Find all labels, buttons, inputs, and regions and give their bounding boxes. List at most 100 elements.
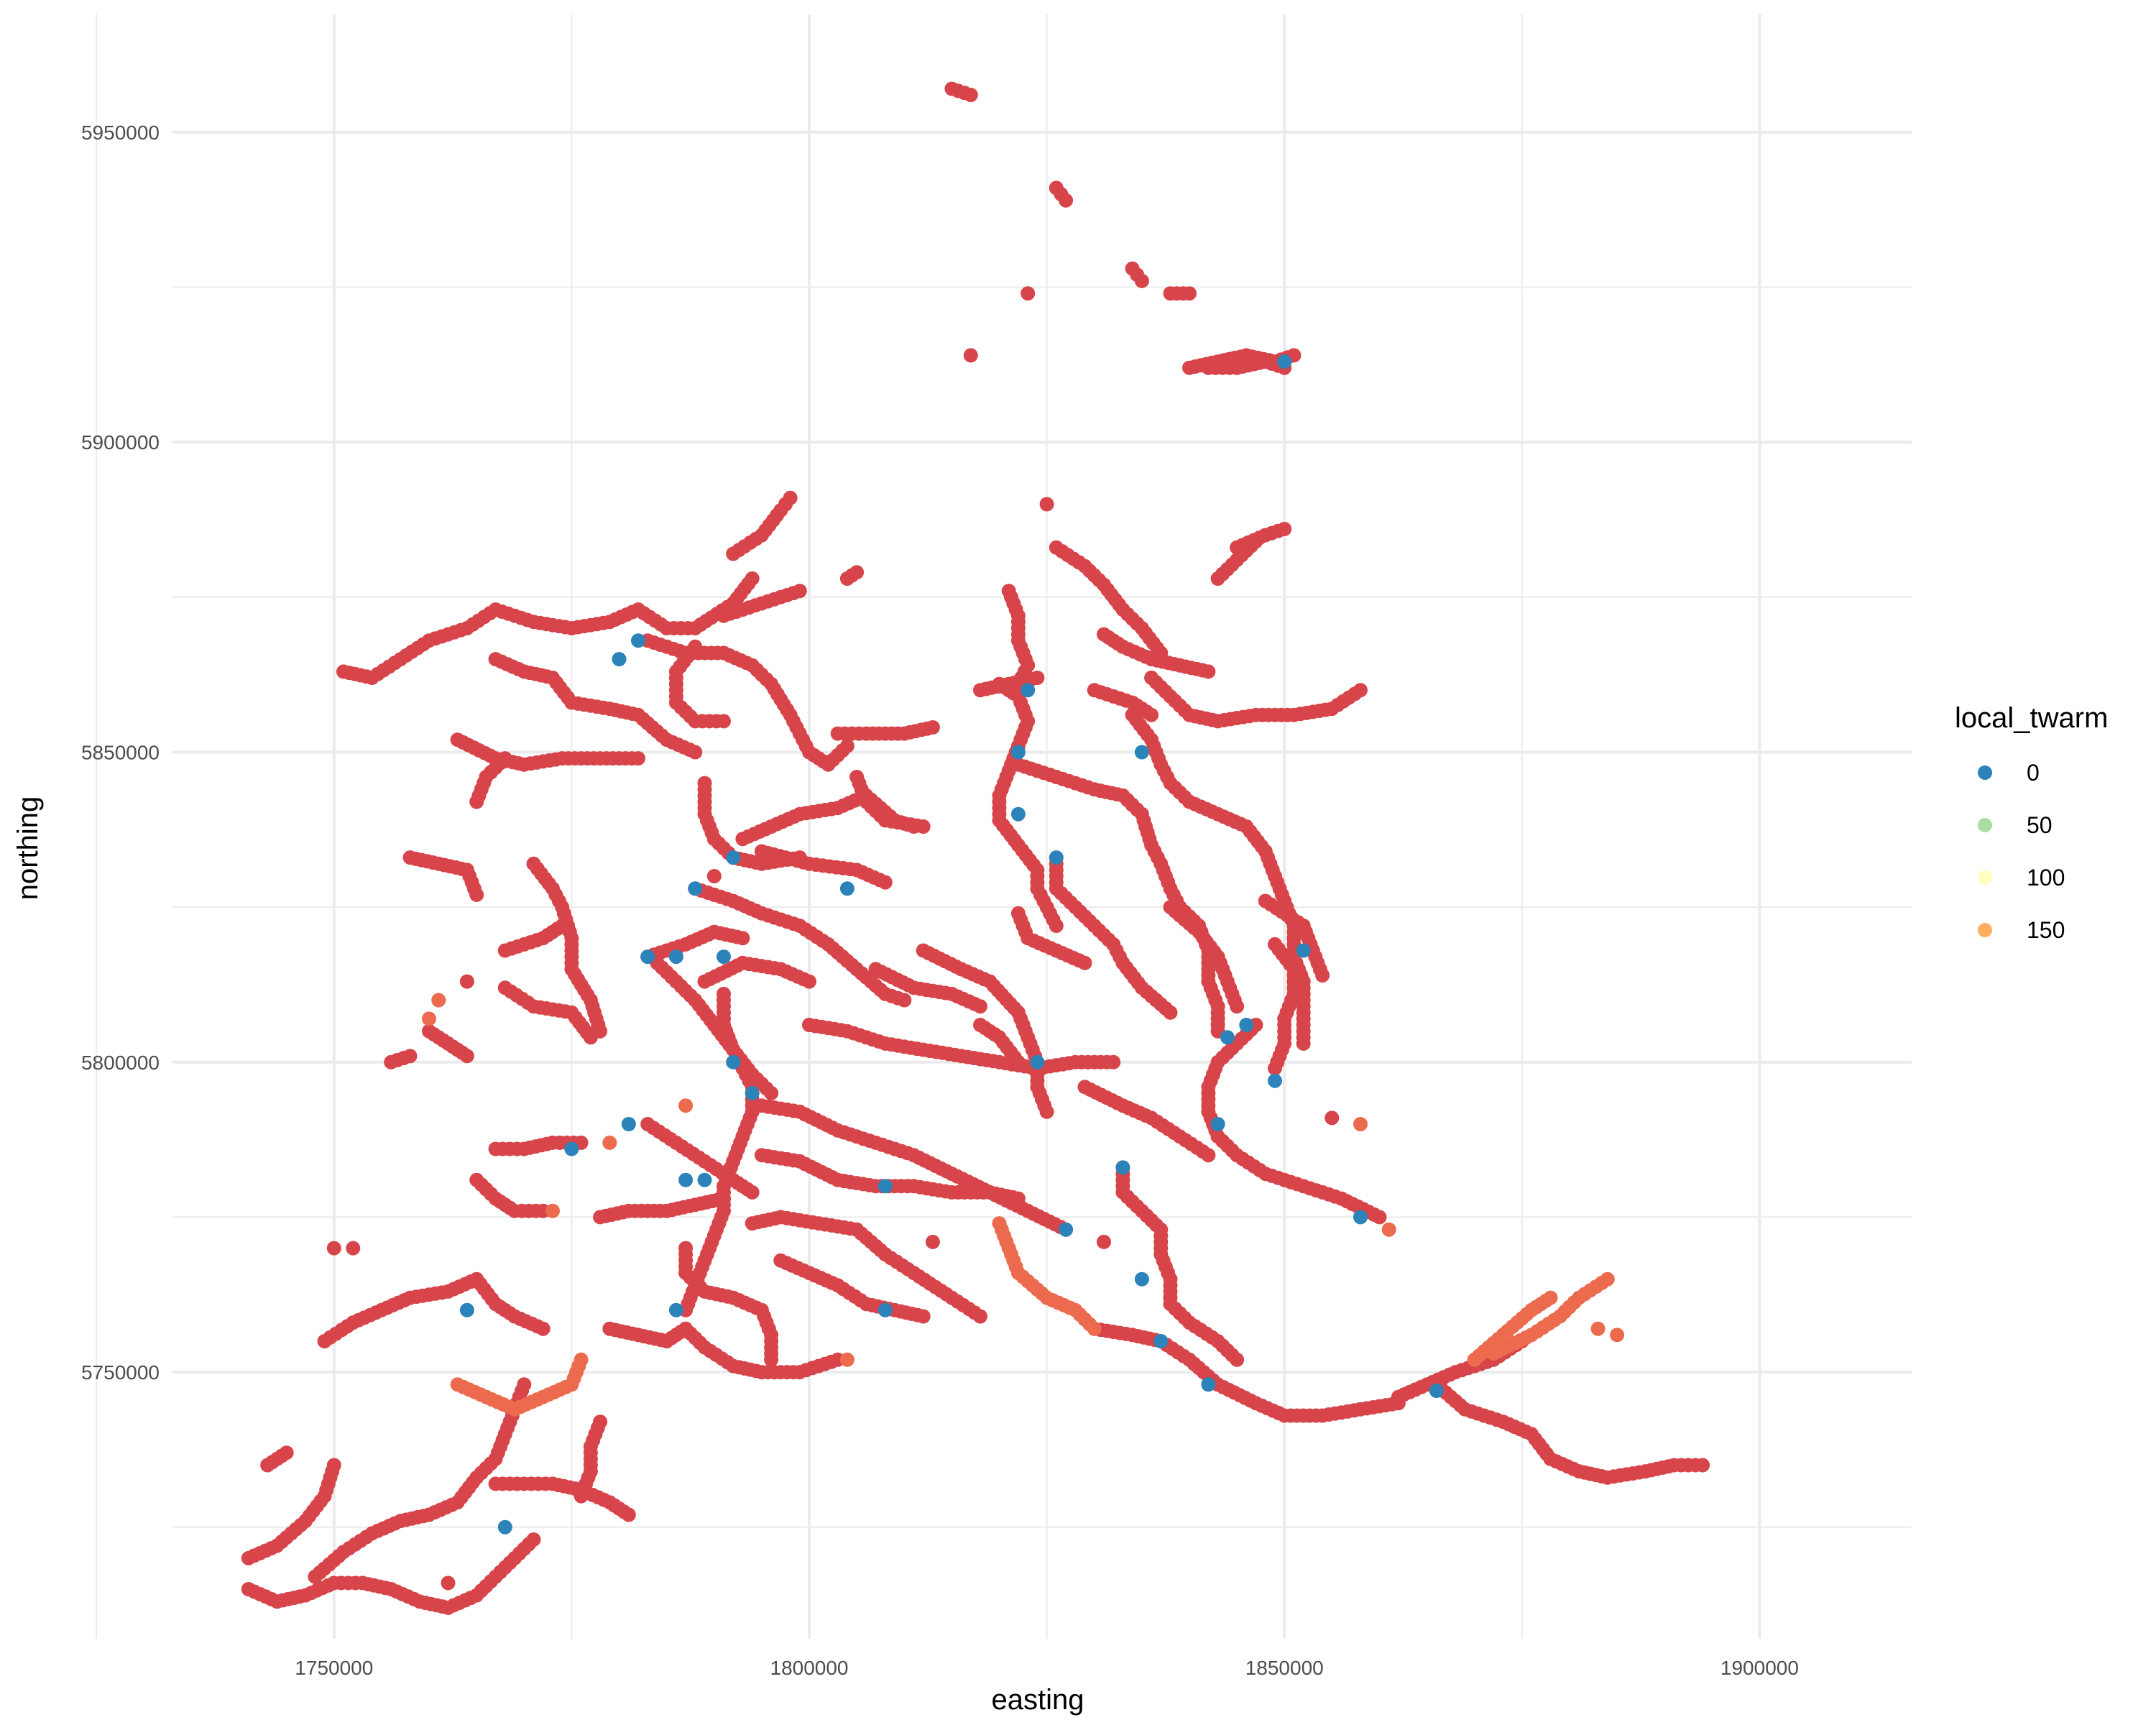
data-point (1010, 806, 1026, 822)
data-point (849, 565, 865, 580)
data-point (802, 974, 816, 989)
data-point (1248, 534, 1263, 549)
data-point (839, 1352, 854, 1367)
data-point (839, 881, 854, 896)
legend-title: local_twarm (1955, 702, 2108, 734)
data-point (1049, 919, 1064, 933)
data-point (1353, 1117, 1368, 1131)
data-point (1315, 968, 1330, 983)
data-point (1106, 1054, 1121, 1070)
data-point (346, 1241, 361, 1256)
data-point (1201, 1377, 1216, 1392)
data-point (621, 1507, 636, 1522)
data-point (621, 1117, 636, 1131)
data-point (422, 1011, 436, 1026)
data-point (897, 993, 912, 1008)
data-point (1268, 1061, 1282, 1076)
data-point (925, 1234, 940, 1249)
data-point (1268, 1073, 1282, 1088)
data-point (1296, 943, 1311, 958)
data-point (973, 1309, 987, 1324)
data-point (745, 1184, 760, 1200)
data-point (1097, 1234, 1111, 1249)
data-point (459, 974, 474, 989)
data-point (545, 1203, 560, 1218)
major-gridlines (172, 14, 1912, 1639)
data-point (925, 720, 940, 735)
data-point (583, 1030, 598, 1045)
x-tick-label: 1750000 (295, 1657, 373, 1679)
data-point (441, 1576, 456, 1591)
data-point (631, 751, 645, 766)
data-point (279, 1445, 294, 1460)
data-point (431, 993, 446, 1008)
data-point (1134, 1271, 1149, 1287)
data-point (488, 1141, 503, 1156)
data-point (1010, 1054, 1026, 1070)
data-point (726, 1054, 741, 1070)
data-point (916, 1309, 931, 1324)
data-point (1201, 664, 1216, 679)
x-axis-tick-labels: 1750000 1800000 1850000 1900000 (295, 1657, 1799, 1679)
data-point (564, 1141, 579, 1156)
data-point (1277, 354, 1292, 369)
data-point (1039, 497, 1054, 512)
y-tick-label: 5850000 (81, 741, 160, 763)
data-point (1220, 1030, 1235, 1045)
data-point (1049, 850, 1064, 865)
y-axis-tick-labels: 5750000 5800000 5850000 5900000 5950000 (81, 121, 160, 1384)
data-point (963, 88, 978, 103)
data-point (1230, 1352, 1245, 1367)
y-tick-label: 5900000 (81, 431, 160, 454)
legend: local_twarm 0 50 100 150 (1955, 702, 2108, 943)
data-point (735, 931, 750, 946)
data-point (678, 1098, 694, 1113)
data-point (764, 1085, 779, 1100)
data-point (402, 1049, 418, 1064)
data-point (668, 1302, 683, 1317)
x-axis-title: easting (992, 1684, 1084, 1716)
data-point (602, 1135, 617, 1150)
data-point (1021, 683, 1036, 698)
data-point (963, 348, 978, 363)
data-point (1163, 1005, 1178, 1020)
data-point (640, 949, 655, 965)
data-point (678, 1321, 694, 1336)
data-point (1353, 683, 1368, 698)
legend-key-150 (1978, 923, 1992, 937)
data-point (688, 745, 703, 760)
data-point (517, 1377, 532, 1392)
data-point (535, 1321, 550, 1336)
data-point (1134, 745, 1149, 760)
data-point (593, 1414, 608, 1430)
y-axis-title: northing (12, 796, 44, 901)
data-point (697, 1172, 712, 1187)
data-point (916, 819, 931, 834)
data-point (1153, 1334, 1169, 1348)
data-point (1543, 1290, 1558, 1305)
y-tick-label: 5950000 (81, 121, 160, 144)
data-point (678, 1172, 694, 1187)
data-point (1277, 522, 1292, 536)
data-point (1600, 1271, 1615, 1287)
data-point (1010, 745, 1026, 760)
data-point (1059, 193, 1074, 208)
data-point (1030, 671, 1045, 685)
data-point (1134, 273, 1149, 288)
data-point (1296, 1036, 1311, 1051)
x-tick-label: 1800000 (770, 1657, 849, 1679)
data-point (717, 714, 731, 729)
data-point (1182, 286, 1197, 301)
x-tick-label: 1850000 (1245, 1657, 1324, 1679)
legend-label: 0 (2027, 760, 2040, 786)
data-point (877, 875, 893, 890)
data-point (1429, 1384, 1444, 1398)
data-point (706, 869, 722, 883)
data-point (1239, 1018, 1254, 1032)
data-point (1381, 1222, 1396, 1237)
data-point (1590, 1321, 1606, 1336)
data-point (745, 1085, 760, 1100)
data-point (992, 1216, 1007, 1231)
data-point (631, 633, 645, 648)
